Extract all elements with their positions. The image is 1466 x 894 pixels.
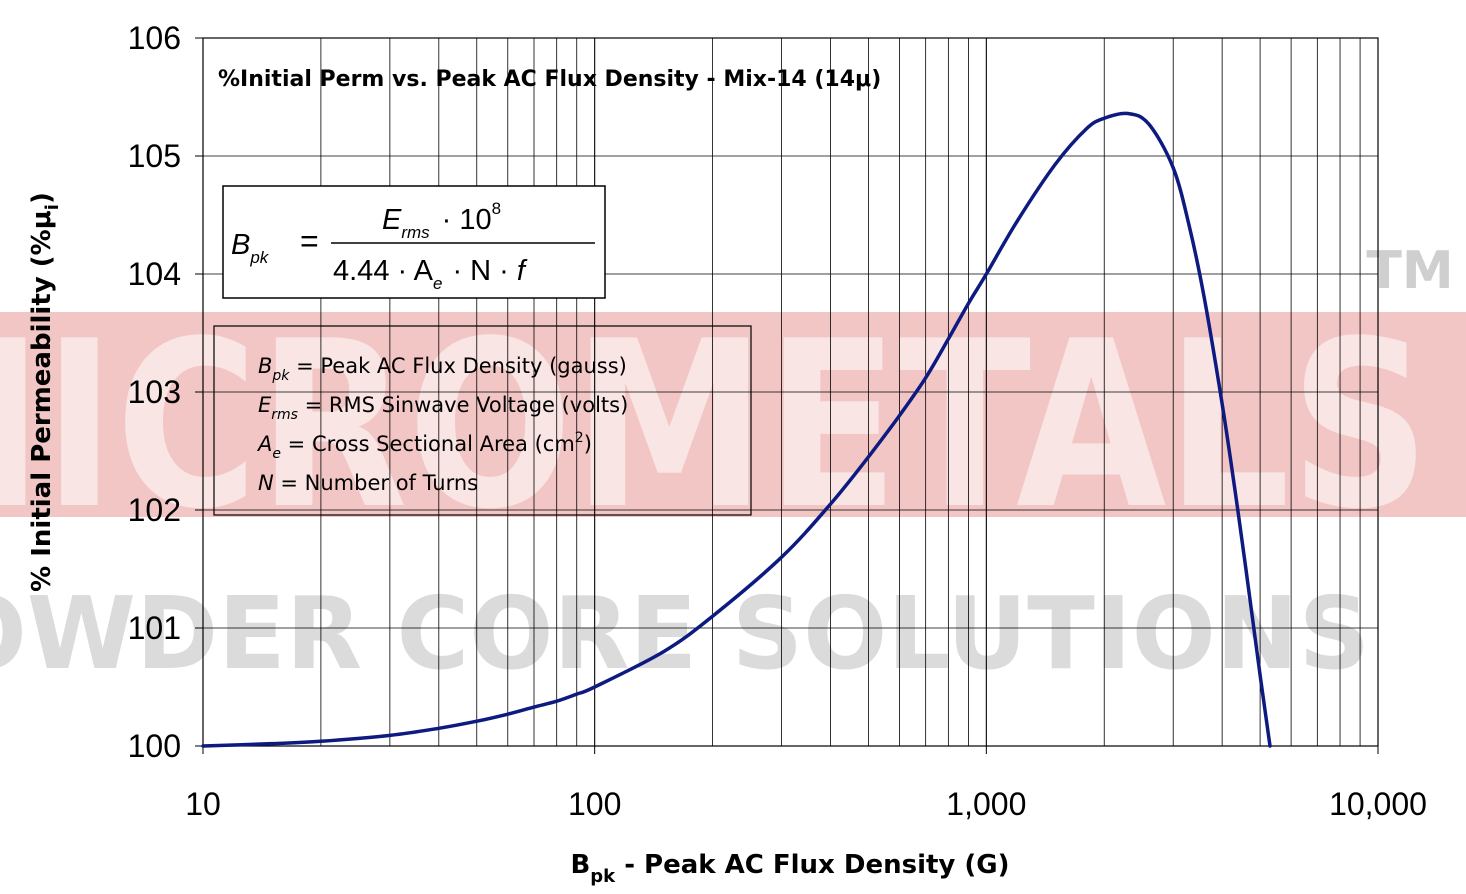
x-axis-title-sub: pk xyxy=(590,866,616,887)
equation-lhs-sub: pk xyxy=(249,248,269,267)
x-tick-label: 10 xyxy=(185,786,221,822)
legend-symbol: N xyxy=(258,471,274,495)
watermark-trademark: TM xyxy=(1366,241,1453,301)
legend-symbol: B xyxy=(258,354,272,378)
equation-den-sub: e xyxy=(433,274,442,293)
x-axis-title-rest: - Peak AC Flux Density (G) xyxy=(615,850,1009,880)
equation-box-border xyxy=(222,185,606,299)
equation-box: Bpk = Erms · 108 4.44 · Ae · N · f xyxy=(222,185,606,299)
legend-line: Ae = Cross Sectional Area (cm2) xyxy=(256,430,592,462)
legend-description: = Peak AC Flux Density (gauss) xyxy=(289,354,626,378)
equation-equals: = xyxy=(300,223,319,259)
y-axis-title: % Initial Permeability (%μi) xyxy=(27,192,63,592)
legend-symbol-sub: rms xyxy=(271,407,298,423)
legend-lines: Bpk = Peak AC Flux Density (gauss) Erms =… xyxy=(256,354,628,495)
y-tick-labels: 100 101 102 103 104 105 106 xyxy=(128,20,181,764)
legend-line: Erms = RMS Sinwave Voltage (volts) xyxy=(258,393,628,423)
legend-description: = Number of Turns xyxy=(274,471,478,495)
x-tick-label: 1,000 xyxy=(946,786,1026,822)
legend-line: N = Number of Turns xyxy=(258,471,478,495)
equation-denominator: 4.44 · Ae · N · f xyxy=(333,255,528,293)
y-tick-label: 101 xyxy=(128,610,181,646)
y-axis-title-rest: ) xyxy=(27,192,57,204)
legend-tail: ) xyxy=(584,432,592,456)
legend-box-border xyxy=(213,325,752,516)
y-tick-label: 102 xyxy=(128,492,181,528)
grid-lines xyxy=(195,37,1379,754)
y-axis-title-sub: i xyxy=(42,204,63,210)
watermark-red-band xyxy=(0,312,1466,517)
y-tick-label: 100 xyxy=(128,728,181,764)
equation-num-rest: · 10 xyxy=(442,204,492,236)
legend-superscript: 2 xyxy=(575,430,584,446)
legend-box: Bpk = Peak AC Flux Density (gauss) Erms =… xyxy=(213,325,752,516)
legend-symbol: A xyxy=(256,432,272,456)
x-tick-labels: 10 100 1,000 10,000 xyxy=(185,786,1427,822)
equation-num-sup: 8 xyxy=(492,199,501,218)
watermark-tagline: POWDER CORE SOLUTIONS xyxy=(0,575,1370,692)
legend-description: = Cross Sectional Area (cm xyxy=(281,432,575,456)
equation-num-main: E xyxy=(382,204,402,236)
legend-line: Bpk = Peak AC Flux Density (gauss) xyxy=(258,354,627,384)
y-tick-label: 105 xyxy=(128,138,181,174)
equation-den-f: f xyxy=(517,255,528,287)
legend-description: = RMS Sinwave Voltage (volts) xyxy=(298,393,628,417)
x-tick-label: 10,000 xyxy=(1329,786,1427,822)
plot-area-border xyxy=(202,37,1379,747)
y-tick-label: 103 xyxy=(128,374,181,410)
y-tick-label: 106 xyxy=(128,20,181,56)
x-tick-label: 100 xyxy=(568,786,621,822)
equation-den-a: 4.44 · A xyxy=(333,255,434,287)
y-tick-label: 104 xyxy=(128,256,181,292)
equation-den-b: · N · xyxy=(452,255,516,287)
series-line xyxy=(201,111,1272,748)
watermark: MICROMETALS POWDER CORE SOLUTIONS TM xyxy=(0,241,1466,692)
legend-symbol-sub: e xyxy=(272,446,281,462)
legend-symbol-sub: pk xyxy=(271,368,290,384)
equation-lhs: Bpk xyxy=(231,229,270,267)
equation-num-sub: rms xyxy=(401,223,430,242)
equation-numerator: Erms · 108 xyxy=(382,199,501,242)
legend-symbol: E xyxy=(258,393,272,417)
chart-title: %Initial Perm vs. Peak AC Flux Density -… xyxy=(218,67,881,92)
x-axis-title: Bpk - Peak AC Flux Density (G) xyxy=(570,850,1009,887)
